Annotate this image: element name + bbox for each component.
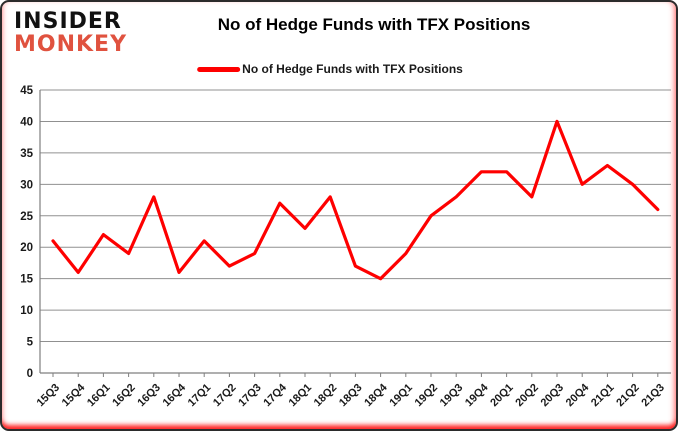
- x-axis-labels: 15Q315Q416Q116Q216Q316Q417Q117Q217Q317Q4…: [35, 381, 667, 409]
- page-title: No of Hedge Funds with TFX Positions: [217, 15, 531, 34]
- x-tick-label: 18Q3: [337, 382, 365, 410]
- logo-insider-text: INSIDER: [14, 9, 122, 34]
- y-tick-label: 5: [27, 337, 34, 349]
- legend-label: No of Hedge Funds with TFX Positions: [242, 62, 463, 76]
- series-line: [51, 119, 660, 281]
- x-tick-label: 20Q1: [488, 382, 516, 410]
- x-tick-label: 17Q2: [211, 382, 239, 410]
- x-tick-label: 16Q1: [85, 382, 113, 410]
- y-tick-label: 45: [20, 85, 33, 97]
- y-tick-label: 30: [20, 179, 33, 191]
- logo-monkey-text: MONKEY: [14, 32, 128, 57]
- x-tick-label: 19Q1: [387, 382, 415, 410]
- x-tick-label: 18Q4: [362, 381, 390, 409]
- y-tick-label: 15: [20, 274, 33, 286]
- x-tick-label: 17Q4: [261, 381, 289, 409]
- y-tick-label: 25: [20, 211, 33, 223]
- gridlines: [40, 89, 671, 343]
- x-tick-label: 21Q1: [589, 382, 617, 410]
- y-tick-label: 40: [20, 116, 33, 128]
- x-tick-label: 16Q3: [135, 382, 163, 410]
- legend: No of Hedge Funds with TFX Positions: [197, 62, 463, 76]
- x-tick-label: 21Q2: [614, 382, 642, 410]
- series-lines: [51, 119, 660, 281]
- x-tick-label: 19Q2: [413, 382, 441, 410]
- x-tick-label: 18Q2: [312, 382, 340, 410]
- y-tick-label: 35: [20, 148, 33, 160]
- x-tick-label: 19Q4: [463, 381, 491, 409]
- legend-line-swatch: [197, 66, 241, 72]
- x-tick-label: 20Q2: [513, 382, 541, 410]
- x-tick-label: 20Q3: [539, 382, 567, 410]
- insider-monkey-logo: INSIDER MONKEY: [14, 10, 127, 56]
- y-tick-label: 10: [20, 305, 33, 317]
- x-tick-label: 15Q4: [60, 381, 88, 409]
- x-tick-label: 17Q1: [186, 382, 214, 410]
- y-tick-label: 0: [27, 368, 33, 380]
- x-tick-label: 15Q3: [35, 382, 63, 410]
- x-tick-label: 16Q2: [110, 382, 138, 410]
- x-tick-label: 16Q4: [161, 381, 189, 409]
- y-tick-label: 20: [20, 242, 33, 254]
- axes: [39, 90, 671, 377]
- x-tick-label: 19Q3: [438, 382, 466, 410]
- x-tick-label: 18Q1: [287, 382, 315, 410]
- x-tick-label: 17Q3: [236, 382, 264, 410]
- x-tick-label: 20Q4: [564, 381, 592, 409]
- y-axis-labels: 0 5 10 15 20 25 30 35 40 45: [20, 85, 33, 380]
- x-tick-label: 21Q3: [639, 382, 667, 410]
